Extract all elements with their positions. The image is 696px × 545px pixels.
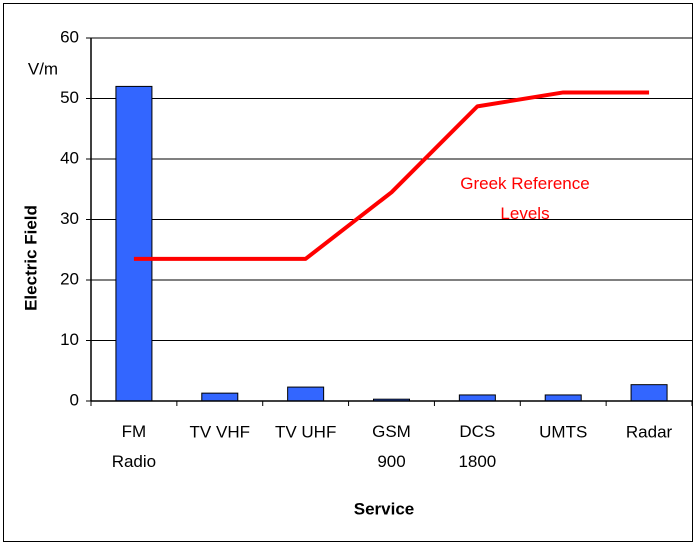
- x-tick-label: FM Radio: [112, 422, 156, 471]
- bar: [201, 392, 239, 402]
- x-tick-label: UMTS: [539, 422, 587, 441]
- y-tick-label: 40: [60, 148, 79, 167]
- bar: [458, 394, 496, 402]
- series-label: Greek Reference Levels: [460, 174, 589, 223]
- x-tick-label: TV UHF: [275, 422, 336, 441]
- x-axis-title: Service: [354, 499, 415, 518]
- line: [133, 90, 650, 261]
- y-tick-label: 0: [70, 390, 79, 409]
- x-tick-label: DCS 1800: [458, 422, 496, 471]
- y-axis-title: Electric Field: [21, 205, 40, 311]
- x-tick-label: GSM 900: [372, 422, 411, 471]
- y-tick-label: 10: [60, 330, 79, 349]
- bar: [115, 85, 153, 402]
- y-tick-label: 60: [60, 27, 79, 46]
- chart-border: [3, 3, 693, 542]
- y-tick-label: 50: [60, 88, 79, 107]
- x-tick-label: Radar: [626, 422, 673, 441]
- bar: [544, 394, 582, 402]
- bar: [630, 384, 668, 402]
- y-tick-label: 30: [60, 209, 79, 228]
- y-tick-label: 20: [60, 269, 79, 288]
- x-tick-label: TV VHF: [190, 422, 250, 441]
- y-unit: V/m: [28, 59, 58, 78]
- bar: [287, 386, 325, 402]
